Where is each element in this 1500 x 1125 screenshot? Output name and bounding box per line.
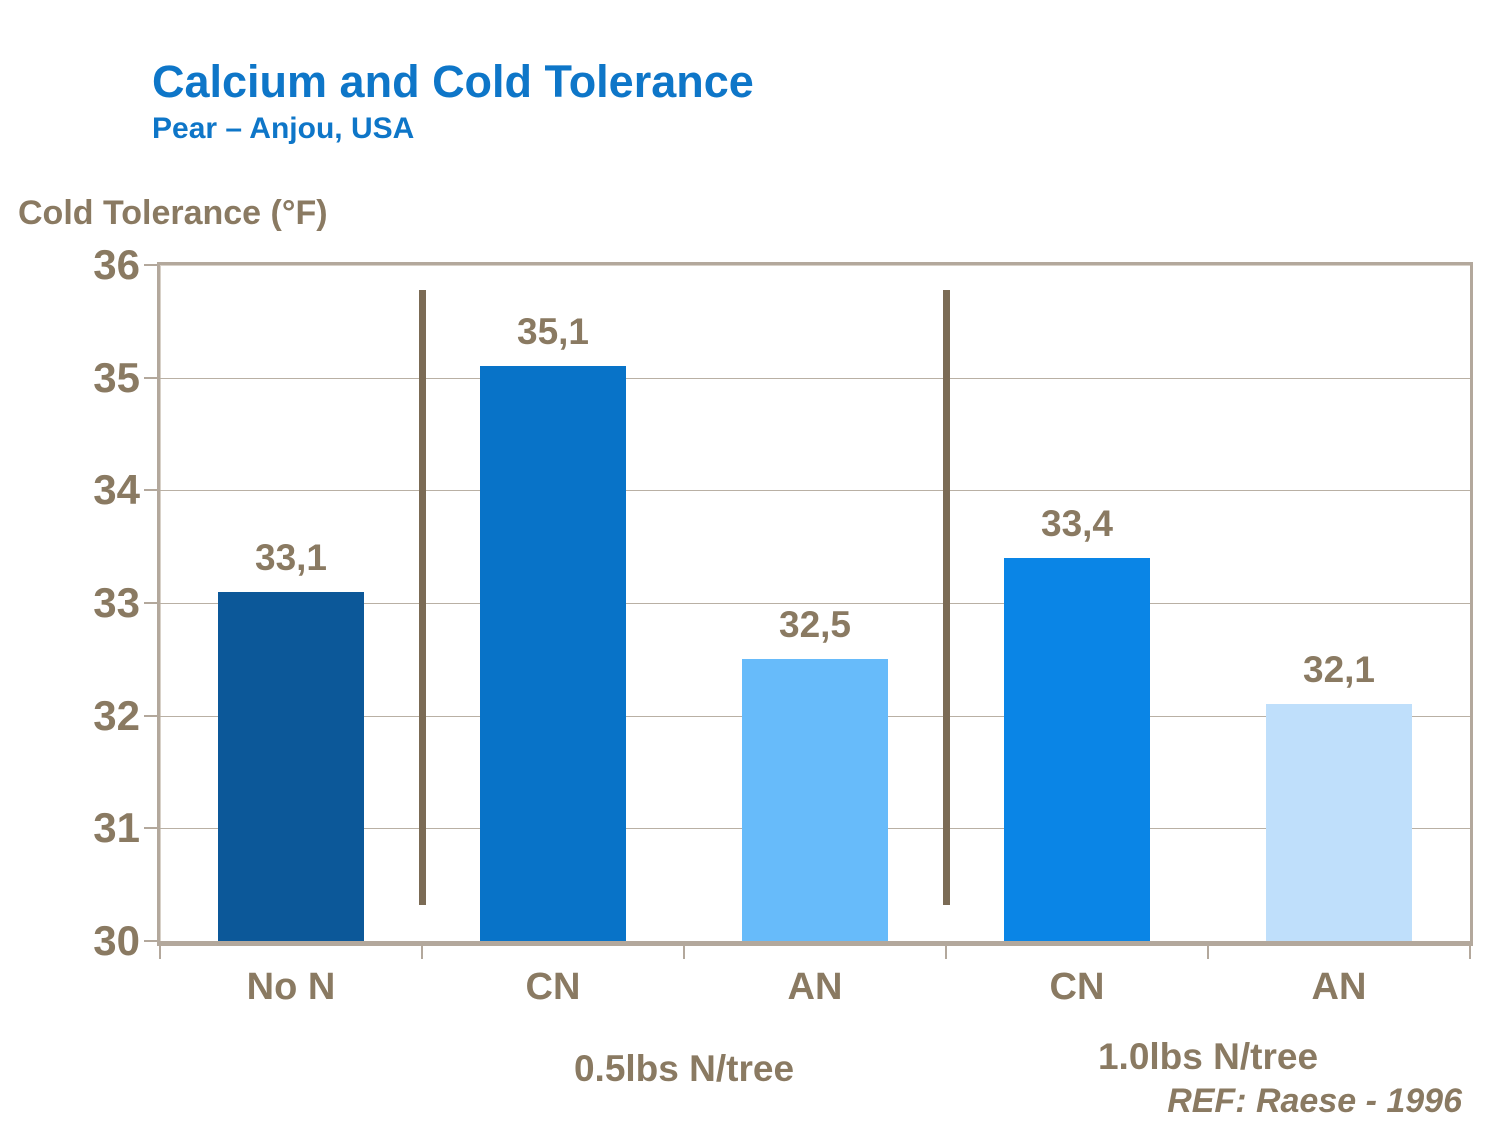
y-axis-tick: [144, 376, 157, 379]
reference-text: REF: Raese - 1996: [1167, 1082, 1462, 1120]
y-axis-tick: [144, 714, 157, 717]
category-label: CN: [525, 966, 581, 1008]
gridline: [160, 603, 1470, 604]
y-axis-tick: [144, 827, 157, 830]
y-tick-label: 31: [93, 804, 140, 852]
x-axis-tick: [945, 946, 947, 959]
x-axis-tick: [421, 946, 423, 959]
group-label: 1.0lbs N/tree: [1097, 1036, 1319, 1077]
chart-subtitle: Pear – Anjou, USA: [152, 112, 415, 145]
group-separator-line: [418, 290, 426, 905]
y-axis-tick: [144, 264, 157, 266]
plot-area: [157, 262, 1473, 946]
group-label: 0.5lbs N/tree: [573, 1048, 795, 1089]
category-label: AN: [1311, 966, 1367, 1008]
bar-no-n-0: [218, 591, 364, 941]
x-axis-tick: [1207, 946, 1209, 959]
x-axis-tick: [159, 946, 161, 959]
bar-value-label: 32,1: [1302, 649, 1376, 691]
bar-an-4: [1266, 704, 1412, 941]
y-tick-label: 36: [93, 241, 140, 288]
x-axis-tick: [683, 946, 685, 959]
y-axis-tick: [144, 940, 157, 942]
y-tick-label: 34: [93, 466, 140, 514]
category-label: AN: [787, 966, 843, 1008]
gridline: [160, 377, 1470, 379]
category-label: No N: [246, 966, 336, 1008]
y-axis-tick: [144, 489, 157, 492]
bar-value-label: 35,1: [516, 311, 590, 353]
group-separator-line: [942, 290, 950, 905]
chart-title: Calcium and Cold Tolerance: [152, 56, 754, 107]
bar-value-label: 32,5: [778, 604, 852, 646]
gridline: [160, 490, 1470, 492]
bar-value-label: 33,4: [1040, 502, 1114, 544]
y-tick-label: 35: [93, 353, 140, 401]
bar-value-label: 33,1: [254, 536, 328, 578]
bar-an-2: [742, 659, 888, 941]
y-tick-label: 33: [93, 579, 140, 626]
bar-cn-1: [480, 366, 626, 941]
y-tick-label: 32: [93, 691, 140, 739]
y-tick-label: 30: [93, 917, 140, 964]
y-axis-tick: [144, 602, 157, 604]
x-axis-tick: [1469, 946, 1471, 959]
category-label: CN: [1049, 966, 1105, 1008]
bar-cn-3: [1004, 557, 1150, 941]
y-axis-title: Cold Tolerance (°F): [18, 194, 328, 232]
